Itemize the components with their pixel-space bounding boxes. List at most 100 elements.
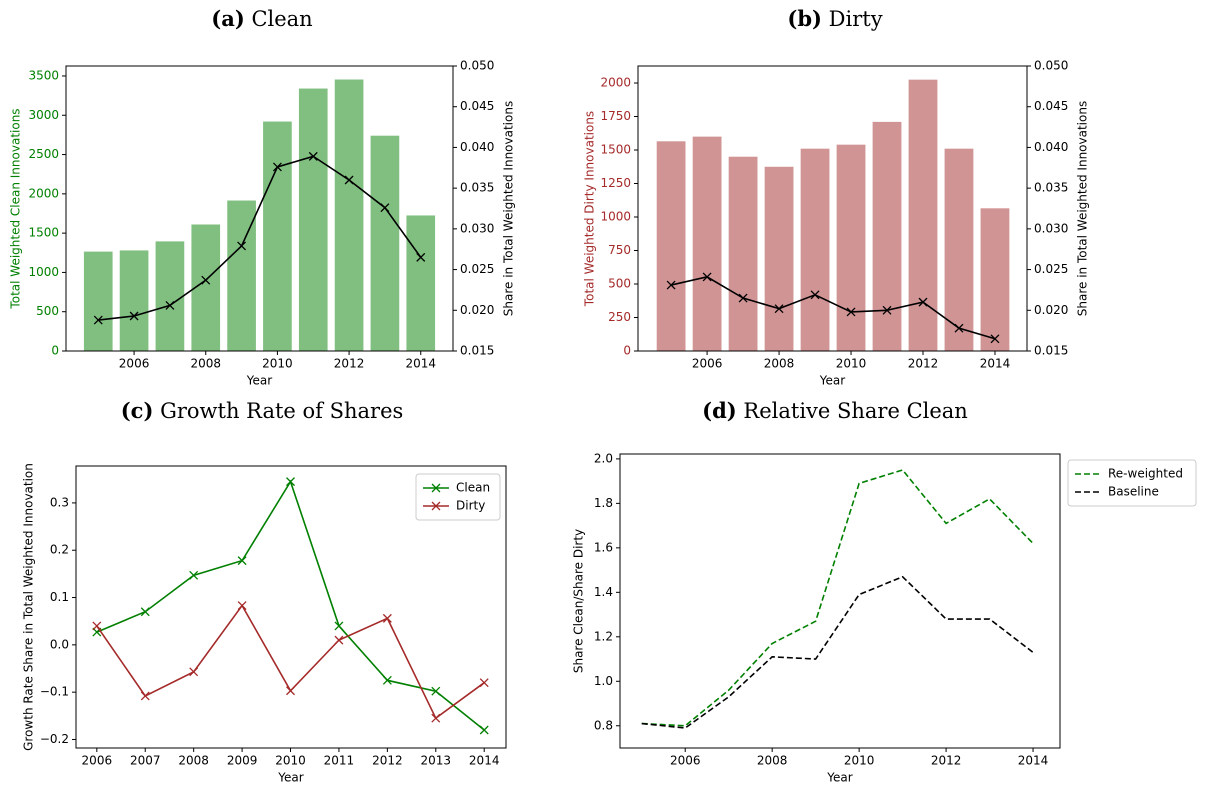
y-axis-label: Growth Rate Share in Total Weighted Inno… [22,463,36,751]
y-tick-label: 2.0 [594,451,613,465]
bar [656,141,686,351]
legend-label: Baseline [1108,485,1159,499]
bar [980,208,1010,351]
title-space [245,7,252,31]
x-tick-label: 2012 [931,754,962,768]
x-tick-label: 2006 [692,357,723,371]
y2-tick-label: 0.025 [460,262,494,276]
y2-tick-label: 0.020 [1034,303,1068,317]
x-tick-label: 2006 [82,754,113,768]
marker [990,334,1000,344]
bar [692,136,722,351]
title-text: Clean [251,7,312,31]
marker [479,678,489,688]
y2-axis-label: Share in Total Weighted Innovations [502,101,516,316]
marker [308,151,318,161]
marker [431,686,441,696]
marker [416,252,426,262]
marker [201,275,211,285]
y-tick-label: 2000 [600,76,631,90]
y-tick-label: 1000 [28,265,59,279]
bar [406,215,436,351]
x-axis-label: Year [246,374,272,388]
marker [810,290,820,300]
x-tick-label: 2014 [980,357,1011,371]
panel-label: (c) [121,398,154,423]
x-tick-label: 2006 [670,754,701,768]
panel-label: (d) [702,398,737,423]
marker [237,241,247,251]
y2-tick-label: 0.040 [1034,140,1068,154]
x-tick-label: 2011 [324,754,355,768]
panel-title: (b) Dirty [787,6,882,31]
bar [370,135,400,351]
legend-box [1067,459,1197,507]
data-line [98,155,422,321]
bar [119,250,149,351]
marker [140,607,150,617]
marker [479,725,489,735]
x-tick-label: 2012 [372,754,403,768]
y-tick-label: 0.3 [50,495,69,509]
marker [237,601,247,611]
y-axis-label: Total Weighted Clean Innovations [9,108,23,309]
y-tick-label: 0.2 [50,543,69,557]
bar [155,241,185,351]
bar [83,251,113,351]
title-space [737,399,744,423]
marker [702,272,712,282]
legend-label: Re-weighted [1108,467,1183,481]
x-tick-label: 2008 [757,754,788,768]
y2-tick-label: 0.050 [460,59,494,73]
y-tick-label: 2500 [28,147,59,161]
y2-tick-label: 0.040 [460,140,494,154]
x-tick-label: 2014 [405,357,436,371]
y2-tick-label: 0.045 [460,99,494,113]
marker [666,280,676,290]
x-tick-label: 2010 [262,357,293,371]
marker [272,162,282,172]
title-text: Dirty [829,7,883,31]
y-tick-label: 0 [51,344,59,358]
marker [918,297,928,307]
x-tick-label: 2008 [178,754,209,768]
marker [92,621,102,631]
plot-frame [637,65,1028,352]
title-space [153,399,160,423]
x-axis-label: Year [826,771,852,785]
marker [380,203,390,213]
x-tick-label: 2009 [227,754,258,768]
y-tick-label: 750 [608,243,631,257]
marker [189,667,199,677]
bar [800,148,830,351]
y-tick-label: 0.0 [50,637,69,651]
y2-tick-label: 0.035 [1034,181,1068,195]
x-tick-label: 2014 [469,754,500,768]
y-tick-label: 250 [608,310,631,324]
x-tick-label: 2006 [119,357,150,371]
x-axis-label: Year [277,771,303,785]
marker [954,323,964,333]
marker [129,311,139,321]
y2-tick-label: 0.035 [460,181,494,195]
x-tick-label: 2008 [190,357,221,371]
title-text: Relative Share Clean [743,399,967,423]
legend-box [415,473,501,521]
legend-marker [431,483,441,493]
bar [872,121,902,351]
data-line [96,604,485,720]
marker [431,713,441,723]
x-tick-label: 2014 [1018,754,1049,768]
bar [334,79,364,351]
y2-tick-label: 0.030 [1034,221,1068,235]
marker [286,477,295,487]
y-tick-label: 3000 [28,108,59,122]
y2-tick-label: 0.030 [460,221,494,235]
y-tick-label: 1.2 [594,629,613,643]
bar [263,121,292,352]
y2-tick-label: 0.025 [1034,262,1068,276]
y-tick-label: 1750 [600,109,631,123]
marker [846,307,856,317]
marker [165,300,175,310]
